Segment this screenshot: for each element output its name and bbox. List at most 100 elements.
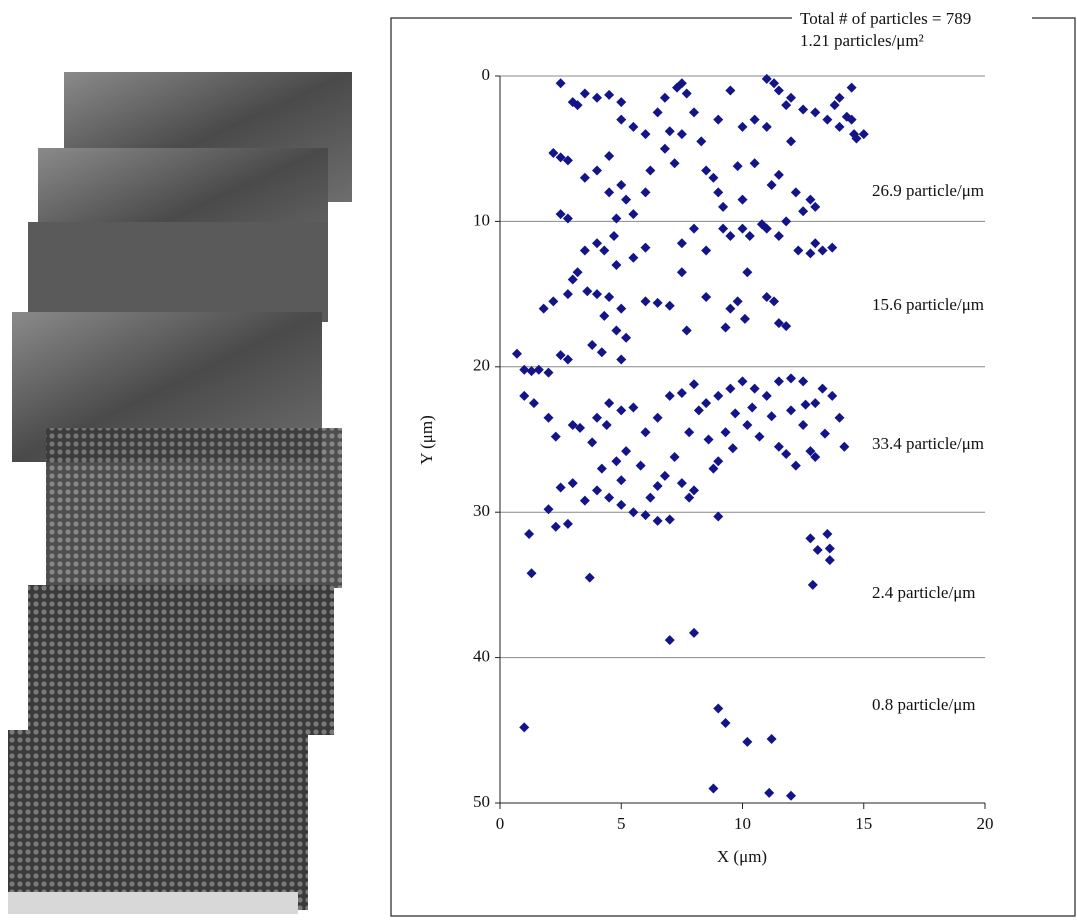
particle <box>555 209 566 220</box>
particle <box>596 347 607 358</box>
particle <box>579 245 590 256</box>
particle <box>761 121 772 132</box>
particle <box>817 383 828 394</box>
y-tick-label: 40 <box>473 647 490 666</box>
particle <box>684 427 695 438</box>
particle <box>798 376 809 387</box>
particle <box>548 148 559 159</box>
particle <box>720 322 731 333</box>
particle <box>725 383 736 394</box>
particle <box>645 492 656 503</box>
particle <box>689 485 699 496</box>
particle <box>805 194 816 205</box>
particle <box>730 408 741 419</box>
particle <box>764 787 775 798</box>
particle <box>713 511 724 522</box>
particle <box>616 114 627 125</box>
particle <box>713 390 724 401</box>
particle <box>725 85 736 96</box>
particle <box>587 437 598 448</box>
particle <box>793 245 804 256</box>
particle <box>824 543 835 554</box>
particle <box>640 510 651 521</box>
particle <box>817 245 828 256</box>
particle <box>708 172 719 183</box>
particle <box>555 350 566 361</box>
particle <box>737 194 748 205</box>
particle <box>732 296 743 307</box>
particle <box>718 201 729 212</box>
particle <box>616 180 627 191</box>
particle <box>773 376 784 387</box>
x-tick-label: 5 <box>617 814 626 833</box>
particle <box>567 274 578 285</box>
particle <box>696 136 707 147</box>
particle <box>628 121 639 132</box>
particle <box>727 443 738 454</box>
particle <box>701 165 712 176</box>
particle <box>579 495 590 506</box>
particle <box>664 514 675 525</box>
particle <box>524 529 535 540</box>
particle <box>611 325 622 336</box>
particle <box>652 412 663 423</box>
particle <box>533 364 544 375</box>
particle <box>659 143 670 154</box>
particle <box>659 92 670 103</box>
particle <box>621 446 632 457</box>
particle <box>810 398 821 409</box>
particle <box>839 441 850 452</box>
density-annotation: 26.9 particle/μm <box>872 181 984 200</box>
particle <box>572 267 583 278</box>
particle <box>810 107 821 118</box>
particle <box>562 354 573 365</box>
x-tick-label: 10 <box>734 814 751 833</box>
particle <box>562 213 573 224</box>
particle <box>596 463 607 474</box>
particle <box>742 267 753 278</box>
particle <box>676 267 687 278</box>
particle <box>701 292 712 303</box>
particle <box>640 296 651 307</box>
particle <box>812 545 823 556</box>
particle <box>550 521 561 532</box>
particle <box>761 73 772 84</box>
particle <box>786 92 796 103</box>
particle <box>621 194 632 205</box>
particle <box>528 398 539 409</box>
particle <box>621 332 632 343</box>
particle <box>684 492 695 503</box>
particle <box>786 373 796 384</box>
particle <box>800 399 811 410</box>
title-bg <box>792 8 1032 34</box>
y-tick-label: 30 <box>473 501 490 520</box>
particle <box>689 379 699 390</box>
y-tick-label: 20 <box>473 356 490 375</box>
particle <box>548 296 559 307</box>
particle <box>543 367 554 378</box>
particle <box>807 579 818 590</box>
particle <box>592 289 602 300</box>
particle <box>616 475 627 486</box>
particle <box>652 107 663 118</box>
particle <box>720 427 731 438</box>
y-axis-label: Y (μm) <box>417 415 436 465</box>
particle <box>786 136 796 147</box>
particle <box>611 213 622 224</box>
particle <box>519 722 530 733</box>
particle <box>543 412 554 423</box>
particle <box>604 150 615 161</box>
particle <box>669 158 680 169</box>
particle <box>645 165 656 176</box>
particle <box>664 390 675 401</box>
particle <box>582 286 593 297</box>
particle <box>747 402 758 413</box>
particle <box>703 434 714 445</box>
particle <box>664 126 675 137</box>
particle <box>567 419 578 430</box>
particle <box>769 78 780 89</box>
particle <box>579 88 590 99</box>
particle <box>761 390 772 401</box>
particle <box>810 451 821 462</box>
